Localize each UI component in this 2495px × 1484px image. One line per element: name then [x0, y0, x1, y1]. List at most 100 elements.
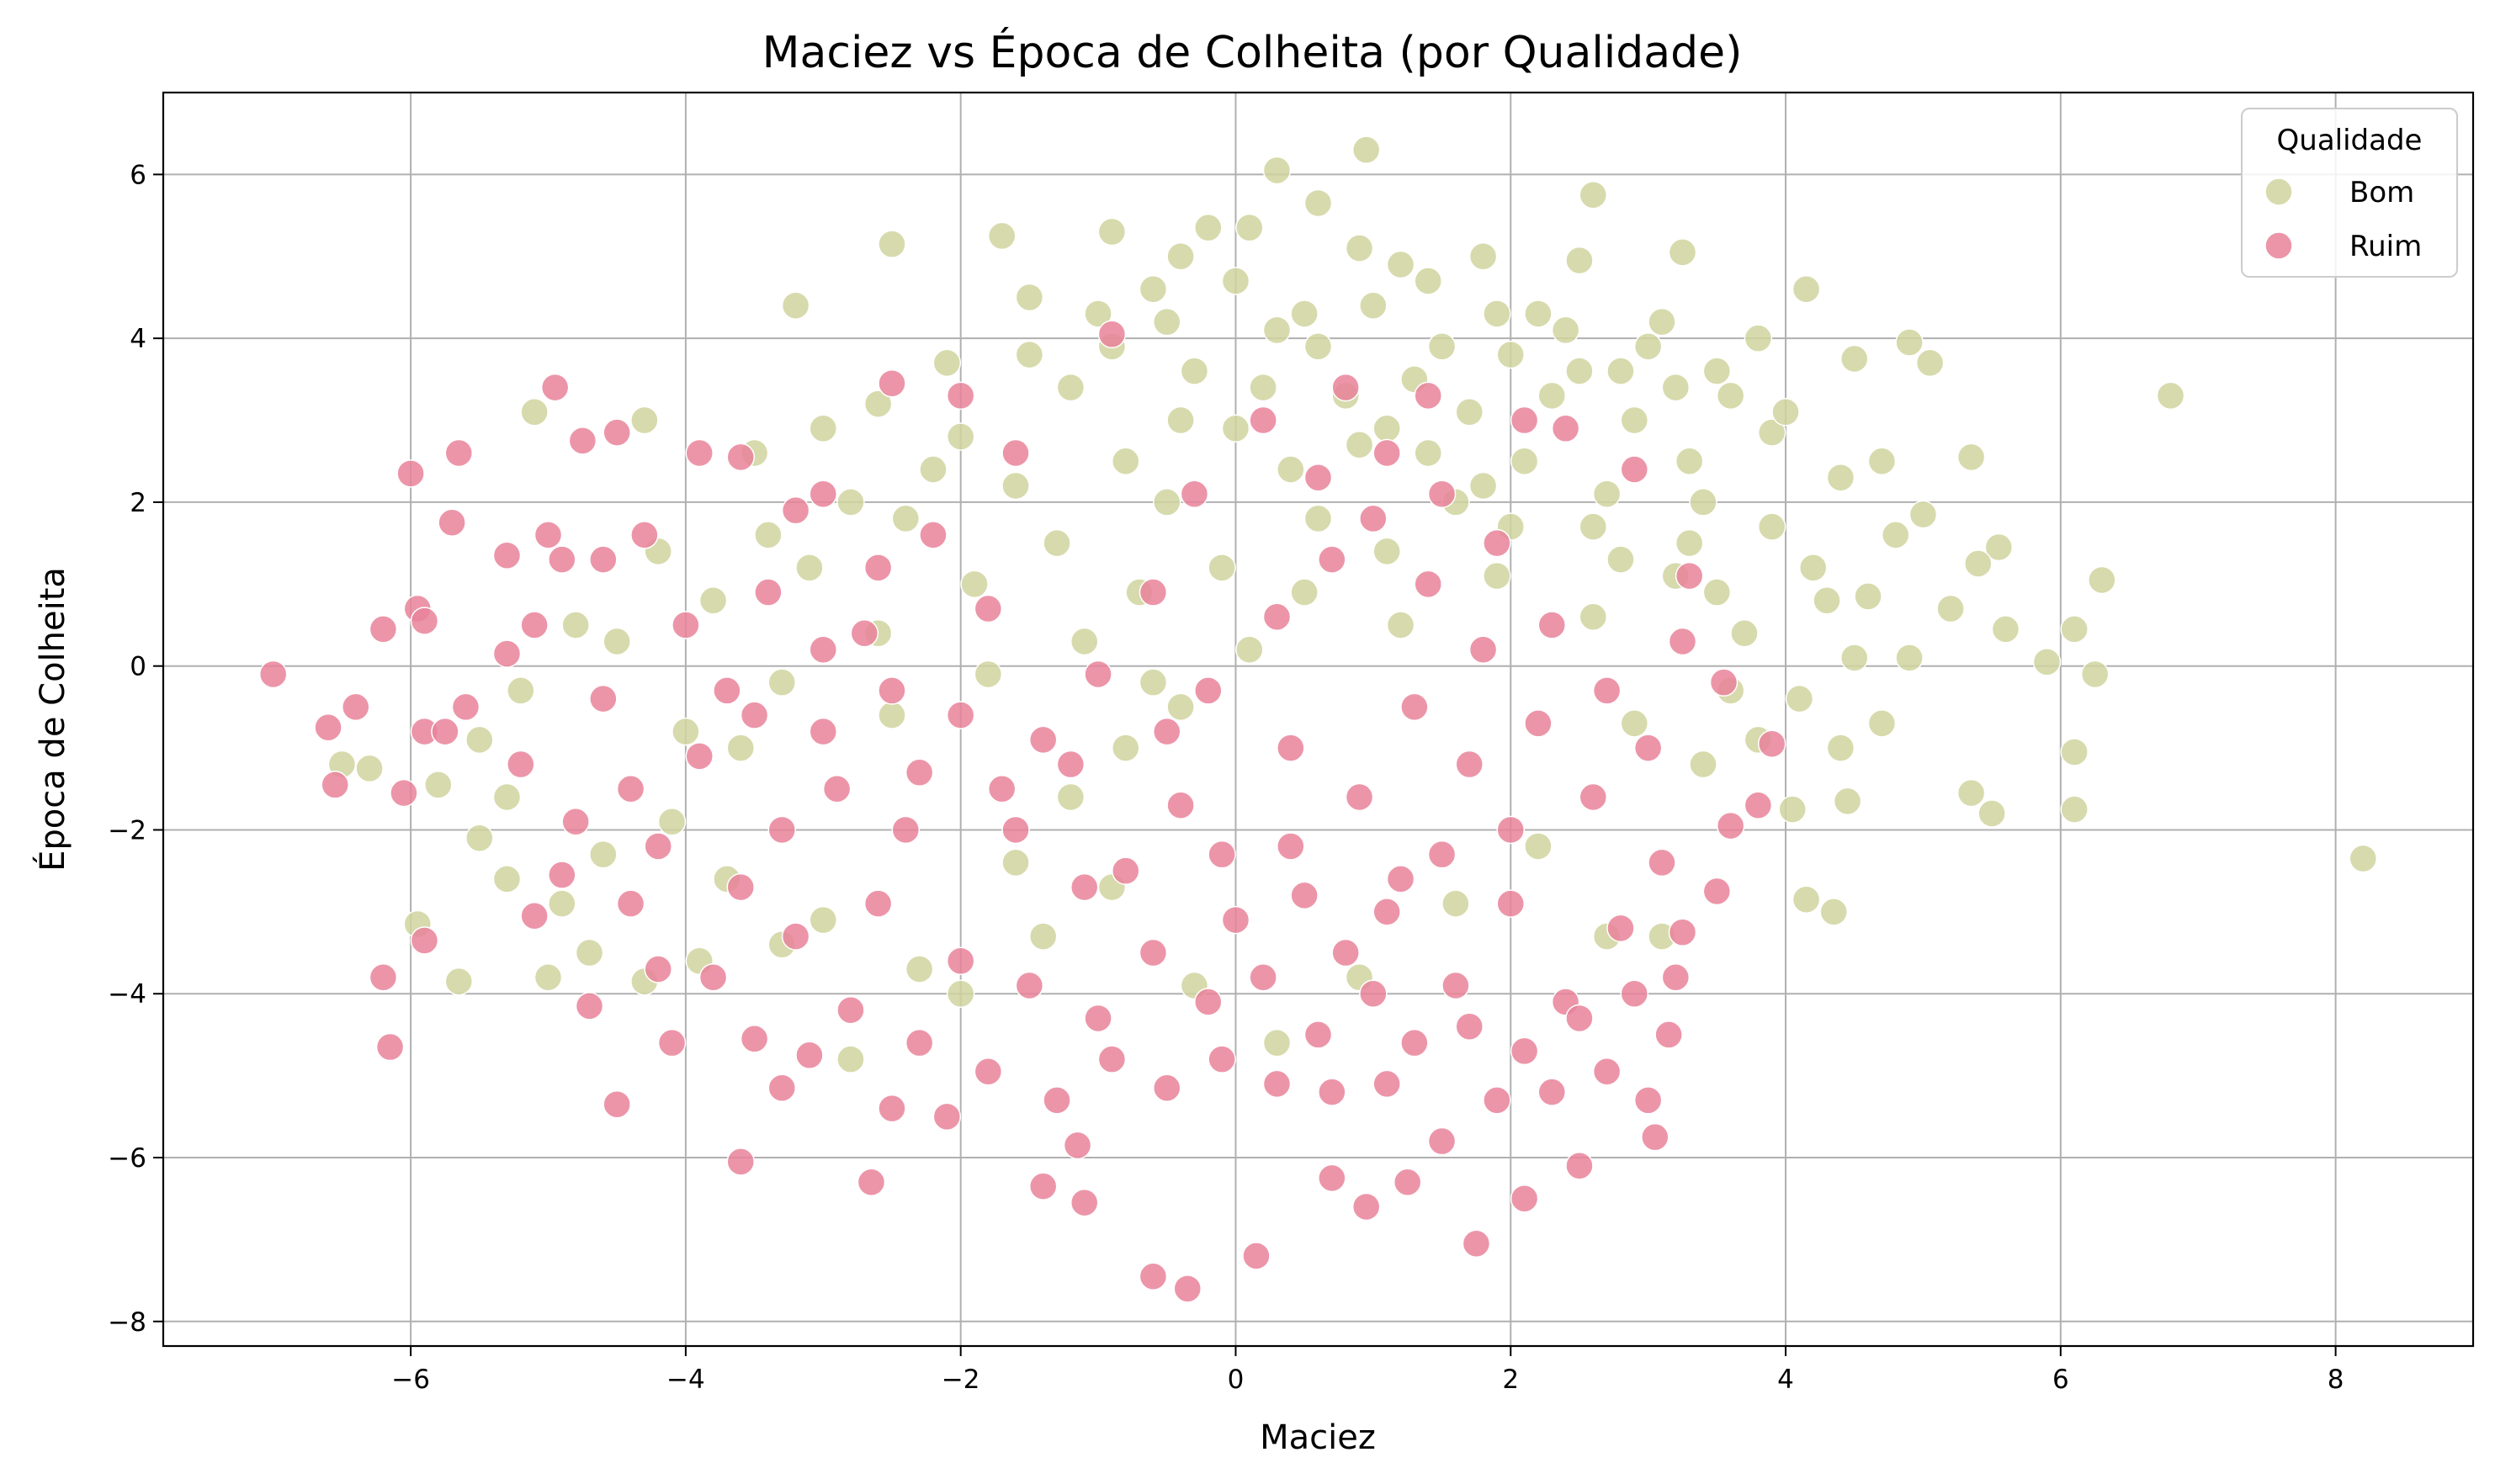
data-point — [1956, 778, 1986, 808]
data-point — [1084, 1004, 1112, 1033]
data-point — [1400, 692, 1429, 722]
data-point — [1579, 782, 1608, 812]
data-point — [1153, 307, 1181, 337]
data-point — [548, 889, 576, 918]
data-point — [1063, 1131, 1092, 1160]
data-point — [1524, 832, 1553, 861]
data-point — [1620, 979, 1649, 1008]
data-point — [1015, 971, 1044, 1000]
data-point — [2060, 795, 2089, 824]
data-point — [1702, 578, 1732, 607]
data-point — [1496, 340, 1525, 369]
data-point — [1483, 299, 1511, 328]
data-point — [1414, 267, 1442, 295]
data-point — [1180, 357, 1209, 385]
data-point — [520, 398, 549, 427]
data-point — [878, 230, 906, 258]
data-point — [1524, 299, 1553, 328]
data-point — [1964, 549, 1993, 578]
data-point — [575, 938, 604, 967]
data-point — [1393, 1168, 1422, 1196]
data-point — [321, 771, 349, 799]
data-point — [1468, 471, 1498, 501]
data-point — [465, 824, 494, 852]
data-point — [2156, 381, 2185, 411]
data-point — [1277, 832, 1305, 861]
data-point — [672, 611, 700, 639]
data-point — [1262, 1069, 1292, 1099]
data-point — [630, 521, 659, 549]
data-point — [1716, 811, 1745, 840]
data-point — [932, 1102, 962, 1132]
data-point — [657, 807, 687, 836]
data-point — [1702, 877, 1732, 906]
data-point — [1359, 291, 1388, 320]
data-point — [1303, 188, 1333, 218]
data-point — [1483, 1086, 1511, 1115]
data-point — [1303, 1020, 1333, 1049]
data-point — [1084, 660, 1112, 689]
data-point — [987, 221, 1017, 251]
data-point — [1351, 135, 1381, 164]
data-point — [781, 922, 810, 951]
data-point — [1468, 242, 1498, 271]
data-point — [1441, 971, 1470, 1000]
data-point — [1895, 644, 1924, 672]
data-point — [492, 782, 522, 812]
y-tick-label: −8 — [108, 1307, 146, 1338]
x-tick-label: −6 — [391, 1365, 430, 1395]
data-point — [1744, 324, 1773, 352]
data-point — [1936, 594, 1965, 623]
data-point — [1208, 554, 1236, 582]
data-point — [1262, 156, 1292, 185]
data-point — [1331, 938, 1360, 967]
x-tick-label: 6 — [2052, 1365, 2069, 1395]
data-point — [1551, 315, 1580, 345]
data-point — [410, 607, 439, 635]
data-point — [507, 676, 535, 705]
data-point — [1056, 782, 1086, 812]
data-point — [390, 778, 418, 808]
data-point — [1056, 373, 1086, 402]
data-point — [1028, 922, 1058, 951]
data-point — [1112, 447, 1140, 475]
data-point — [1359, 504, 1388, 533]
data-point — [492, 639, 522, 668]
data-point — [974, 1057, 1003, 1086]
data-point — [1702, 357, 1732, 385]
data-point — [1537, 1078, 1567, 1106]
data-point — [1153, 488, 1181, 517]
data-point — [1882, 521, 1910, 549]
data-point — [1249, 963, 1277, 992]
data-point — [1565, 357, 1594, 385]
data-point — [1757, 512, 1786, 541]
data-point — [1235, 635, 1264, 664]
data-point — [465, 725, 494, 755]
data-point — [740, 1025, 769, 1053]
data-point — [1153, 717, 1181, 746]
data-point — [1139, 274, 1168, 304]
data-point — [1668, 918, 1697, 946]
data-point — [974, 594, 1003, 623]
data-point — [561, 611, 590, 639]
data-point — [1592, 480, 1622, 508]
data-point — [1208, 840, 1236, 869]
data-point — [1537, 611, 1567, 639]
data-point — [1854, 582, 1882, 611]
data-point — [603, 627, 631, 656]
data-point — [2349, 844, 2378, 873]
data-point — [1097, 320, 1127, 349]
data-point — [1194, 676, 1223, 705]
data-point — [644, 955, 672, 983]
data-point — [1070, 1188, 1099, 1217]
data-point — [1070, 627, 1099, 656]
data-point — [1633, 734, 1663, 762]
data-point — [1641, 1122, 1670, 1152]
data-point — [809, 717, 838, 746]
data-point — [1153, 1073, 1181, 1102]
data-point — [1015, 283, 1044, 312]
data-point — [534, 963, 563, 992]
data-point — [1606, 914, 1635, 943]
data-point — [905, 758, 934, 787]
data-point — [1709, 668, 1739, 697]
